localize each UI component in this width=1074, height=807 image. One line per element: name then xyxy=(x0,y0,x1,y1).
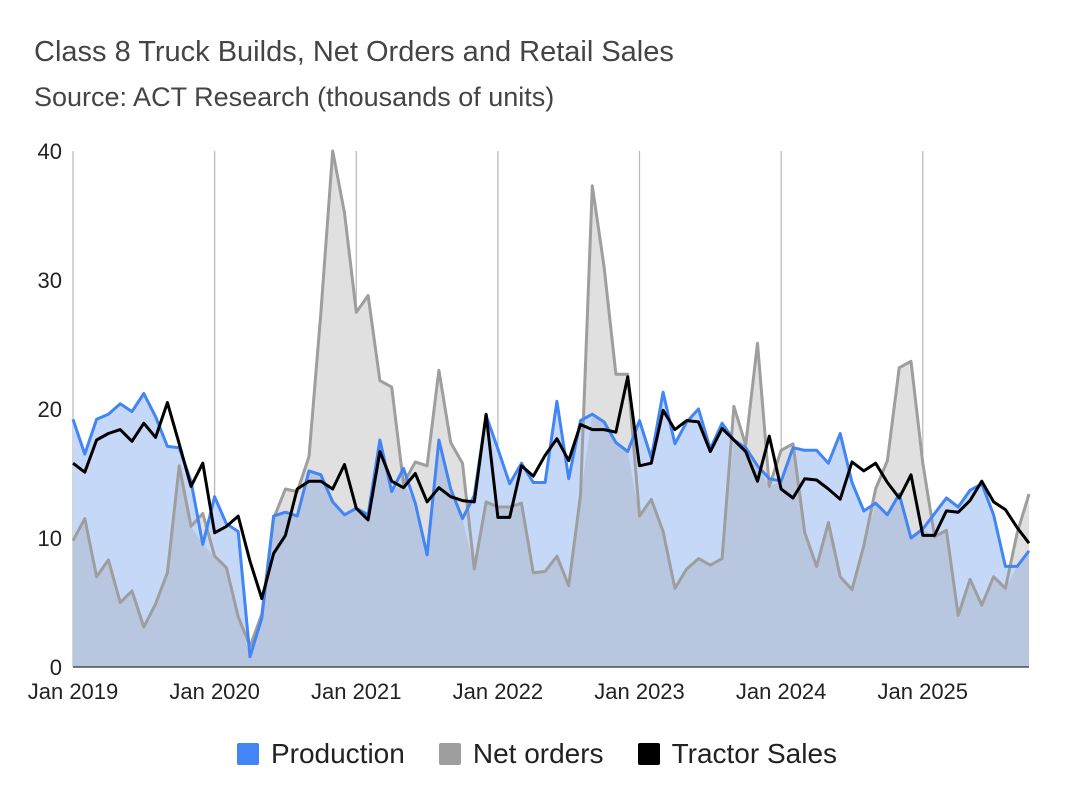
legend-swatch-production xyxy=(236,743,259,765)
legend-swatch-tractor-sales xyxy=(637,743,660,765)
y-tick-label: 0 xyxy=(50,655,62,680)
net-orders-line xyxy=(71,149,1031,648)
chart-title: Class 8 Truck Builds, Net Orders and Ret… xyxy=(34,36,674,68)
tractor-sales-line xyxy=(72,375,1031,601)
chart-legend: Production Net orders Tractor Sales xyxy=(0,738,1074,770)
y-tick-label: 40 xyxy=(38,139,62,164)
y-tick-label: 20 xyxy=(38,397,62,422)
chart-subtitle: Source: ACT Research (thousands of units… xyxy=(34,82,555,112)
x-tick-label: Jan 2024 xyxy=(736,679,827,704)
y-tick-label: 10 xyxy=(38,526,62,551)
legend-item-tractor-sales[interactable]: Tractor Sales xyxy=(637,738,838,770)
x-tick-label: Jan 2025 xyxy=(878,679,969,704)
legend-label-tractor-sales: Tractor Sales xyxy=(671,738,838,769)
x-tick-label: Jan 2023 xyxy=(594,679,685,704)
legend-label-net-orders: Net orders xyxy=(472,738,604,769)
production-line xyxy=(71,390,1031,659)
x-tick-label: Jan 2019 xyxy=(28,679,119,704)
legend-swatch-net-orders xyxy=(438,743,461,765)
overlap-area xyxy=(73,414,1029,667)
y-tick-label: 30 xyxy=(38,268,62,293)
x-tick-label: Jan 2020 xyxy=(169,679,260,704)
x-tick-label: Jan 2022 xyxy=(453,679,544,704)
legend-item-production[interactable]: Production xyxy=(236,738,405,770)
x-tick-label: Jan 2021 xyxy=(311,679,402,704)
legend-label-production: Production xyxy=(270,738,405,769)
legend-item-net-orders[interactable]: Net orders xyxy=(438,738,604,770)
